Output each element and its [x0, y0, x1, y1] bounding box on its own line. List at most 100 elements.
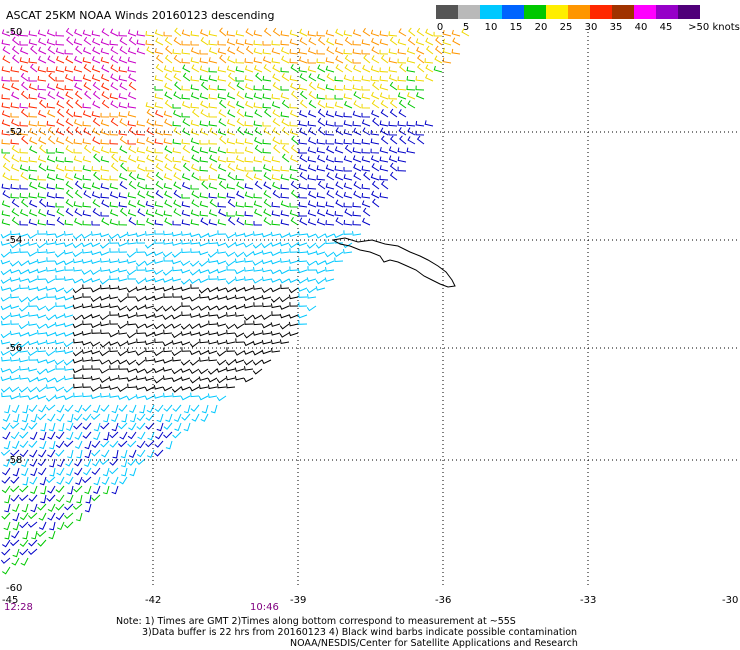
wind-barb [154, 338, 164, 344]
wind-barb [200, 109, 209, 118]
wind-barb [190, 40, 200, 46]
wind-barb [73, 76, 83, 82]
wind-barb [46, 67, 56, 73]
wind-barb [227, 216, 236, 226]
wind-barb [153, 384, 164, 390]
wind-barb [226, 347, 236, 352]
wind-barb [40, 485, 47, 495]
wind-barb [63, 395, 74, 401]
wind-barb [416, 63, 425, 73]
wind-barb [55, 431, 65, 440]
wind-barb [111, 404, 119, 414]
wind-barb [19, 148, 29, 154]
wind-barb [165, 413, 173, 423]
wind-barb [73, 392, 83, 398]
wind-barb [136, 47, 146, 55]
wind-barb [54, 314, 65, 319]
wind-barb [280, 210, 290, 217]
wind-barb [226, 38, 236, 46]
wind-barb [18, 277, 29, 282]
wind-barb [73, 148, 83, 154]
wind-barb [279, 241, 290, 247]
wind-barb [173, 91, 182, 100]
wind-barb [245, 100, 254, 109]
wind-barb [334, 94, 344, 100]
wind-barb [334, 110, 344, 118]
wind-barb [182, 64, 191, 73]
wind-barb [127, 56, 137, 64]
wind-barb [343, 84, 353, 91]
wind-barb [119, 145, 128, 154]
wind-barb [335, 181, 344, 190]
wind-barb [388, 57, 398, 64]
wind-barb [90, 242, 101, 248]
wind-barb [261, 276, 272, 282]
wind-barb [30, 503, 38, 513]
wind-barb [270, 330, 281, 336]
wind-barb [226, 383, 236, 389]
wind-barb [262, 139, 272, 145]
wind-barb [90, 413, 101, 421]
wind-barb [280, 193, 290, 199]
wind-barb [154, 239, 164, 244]
wind-barb [280, 219, 290, 226]
wind-barb [407, 36, 416, 46]
wind-barb [29, 476, 38, 485]
wind-barb [298, 110, 308, 118]
wind-barb [397, 92, 407, 100]
wind-barb [128, 422, 137, 431]
wind-barb [136, 329, 146, 335]
wind-barb [271, 311, 281, 316]
wind-barb [63, 332, 74, 337]
wind-barb [65, 136, 74, 145]
wind-barb [10, 539, 20, 547]
wind-barb [298, 84, 308, 91]
wind-barb [261, 349, 272, 355]
wind-barb [181, 101, 191, 109]
wind-barb [118, 422, 128, 430]
wind-barb [38, 163, 47, 172]
wind-barb [29, 431, 38, 440]
wind-barb [127, 440, 137, 448]
wind-barb [90, 287, 101, 293]
wind-barb [253, 85, 263, 91]
wind-barb [262, 164, 272, 172]
wind-barb [306, 242, 317, 249]
wind-barb [253, 57, 263, 64]
wind-barb [126, 259, 137, 264]
wind-barb [280, 174, 290, 181]
wind-barb [11, 154, 20, 163]
wind-barb [191, 199, 200, 208]
wind-barb [19, 209, 29, 217]
wind-barb [225, 287, 236, 293]
wind-barb [173, 172, 182, 181]
wind-barb [54, 394, 65, 400]
wind-barb [307, 184, 317, 190]
wind-barb [190, 219, 200, 226]
wind-barb [270, 269, 281, 275]
wind-barb [66, 126, 74, 136]
wind-barb [55, 40, 65, 46]
wind-barb [28, 156, 38, 163]
wind-barb [271, 174, 281, 181]
wind-barb [279, 233, 290, 239]
wind-barb [162, 278, 173, 283]
wind-barb [235, 77, 244, 82]
wind-barb [74, 467, 83, 476]
wind-barb [146, 217, 155, 226]
wind-barb [262, 103, 272, 109]
wind-barb [361, 112, 371, 118]
wind-barb [9, 368, 20, 374]
wind-barb [199, 357, 209, 362]
wind-barb [380, 135, 389, 145]
wind-barb [189, 278, 200, 284]
wind-barb [263, 217, 272, 226]
wind-barb [9, 304, 20, 310]
wind-barb [406, 85, 416, 91]
wind-barb [461, 28, 470, 37]
wind-barb [84, 449, 92, 459]
wind-barb [55, 147, 65, 154]
wind-barb [55, 164, 65, 172]
wind-barb [415, 38, 425, 46]
wind-barb [66, 36, 74, 46]
